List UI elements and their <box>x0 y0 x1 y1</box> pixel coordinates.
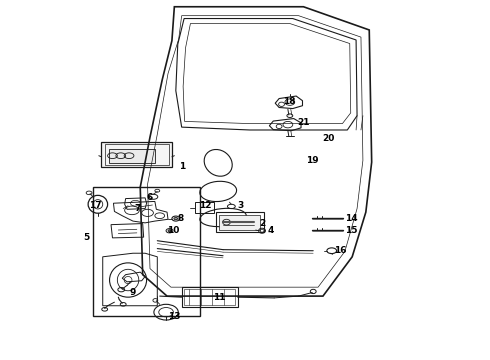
Text: 18: 18 <box>283 97 295 106</box>
Text: 9: 9 <box>130 288 136 297</box>
Bar <box>184 289 235 305</box>
Text: 4: 4 <box>267 225 273 234</box>
Text: 8: 8 <box>177 214 184 223</box>
Bar <box>196 202 214 213</box>
Bar <box>105 144 169 165</box>
Text: 10: 10 <box>167 225 179 234</box>
Bar <box>109 149 155 163</box>
Text: 6: 6 <box>147 193 153 202</box>
Bar <box>219 215 260 230</box>
Text: 13: 13 <box>168 312 181 321</box>
Bar <box>182 287 238 307</box>
Text: 16: 16 <box>334 246 346 255</box>
Bar <box>101 142 172 167</box>
Text: 2: 2 <box>259 219 265 228</box>
Bar <box>93 187 200 316</box>
Text: 15: 15 <box>345 225 358 234</box>
Text: 21: 21 <box>297 118 310 127</box>
Text: 3: 3 <box>237 201 243 210</box>
Text: 1: 1 <box>178 162 185 171</box>
Text: 19: 19 <box>306 156 318 165</box>
Ellipse shape <box>168 230 171 232</box>
Text: 14: 14 <box>345 214 358 223</box>
Ellipse shape <box>174 217 178 220</box>
Bar <box>224 221 253 227</box>
Text: 12: 12 <box>199 201 211 210</box>
Text: 7: 7 <box>135 204 141 213</box>
Text: 17: 17 <box>89 201 101 210</box>
Text: 11: 11 <box>214 293 226 302</box>
Text: 20: 20 <box>322 134 335 143</box>
Text: 5: 5 <box>83 233 90 242</box>
Bar <box>216 212 264 232</box>
